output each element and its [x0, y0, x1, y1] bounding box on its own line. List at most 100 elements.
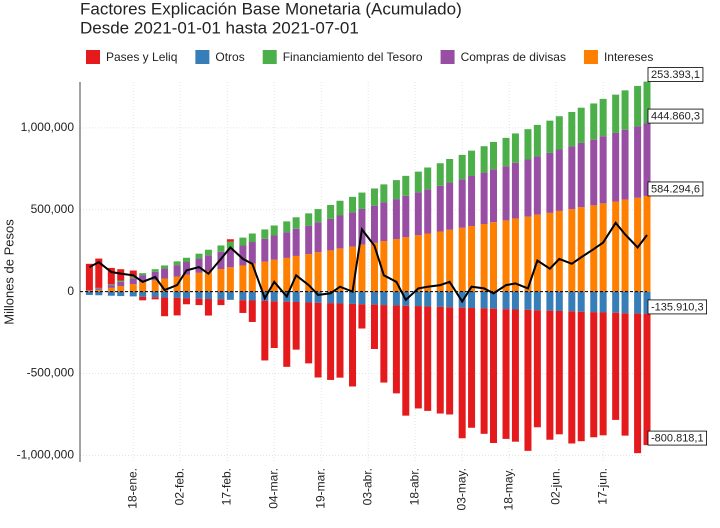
bar: [621, 199, 629, 292]
bar: [151, 297, 159, 300]
bar: [173, 261, 181, 266]
bar: [95, 291, 103, 296]
bar: [226, 267, 234, 292]
bar: [248, 242, 256, 264]
legend-label: Compras de divisas: [461, 50, 566, 64]
legend-swatch: [440, 50, 455, 64]
bar: [446, 158, 454, 183]
bar: [380, 305, 388, 383]
bar: [204, 249, 212, 256]
bar: [380, 202, 388, 242]
bar: [217, 269, 225, 292]
bar: [436, 291, 444, 307]
bar: [612, 94, 620, 133]
bar: [314, 252, 322, 292]
bar: [568, 111, 576, 147]
bar: [248, 291, 256, 301]
bar: [621, 291, 629, 314]
bar: [305, 254, 313, 292]
bar: [392, 239, 400, 292]
end-label-text: 584.294,6: [651, 183, 700, 195]
bar: [392, 291, 400, 306]
bar: [568, 311, 576, 444]
bar: [468, 291, 476, 309]
bar: [270, 291, 278, 302]
bar: [204, 255, 212, 272]
bar: [195, 272, 203, 292]
bar: [358, 192, 366, 209]
y-tick-label: -1,000,000: [17, 448, 75, 462]
bar: [173, 297, 181, 316]
bar: [370, 205, 378, 243]
bar: [533, 310, 541, 428]
x-tick-label: 02-feb.: [172, 468, 186, 505]
bar: [85, 263, 93, 291]
bar: [217, 251, 225, 270]
bar: [612, 291, 620, 313]
bar: [139, 275, 147, 283]
bar: [270, 225, 278, 236]
y-tick-label: -500,000: [27, 366, 75, 380]
bar: [85, 291, 93, 295]
bar: [270, 235, 278, 260]
bar: [292, 291, 300, 302]
bar: [568, 291, 576, 312]
legend-swatch: [195, 50, 210, 64]
bar: [502, 309, 510, 439]
bar: [414, 291, 422, 307]
bar: [349, 303, 357, 387]
bar: [117, 269, 125, 281]
bar: [436, 185, 444, 232]
bar: [349, 212, 357, 247]
y-tick-label: 500,000: [31, 202, 75, 216]
end-label-text: 444.860,3: [651, 110, 700, 122]
x-tick-label: 02-jun.: [548, 468, 562, 505]
bar: [336, 248, 344, 292]
bar: [336, 215, 344, 249]
bar: [314, 209, 322, 223]
bar: [139, 282, 147, 292]
bar: [195, 258, 203, 273]
bar: [336, 200, 344, 216]
x-tick-label: 03-may.: [454, 468, 468, 510]
bar: [643, 313, 651, 446]
bar: [248, 300, 256, 322]
bar: [161, 291, 169, 298]
bar: [95, 289, 103, 292]
bar: [117, 286, 125, 292]
bar: [161, 278, 169, 292]
bar: [305, 225, 313, 255]
bar: [577, 311, 585, 442]
bar: [358, 291, 366, 305]
bar: [327, 291, 335, 304]
end-label-box: [647, 181, 704, 197]
end-label-text: -135.910,3: [651, 301, 704, 313]
bar: [577, 291, 585, 312]
bar: [370, 242, 378, 292]
bar: [183, 298, 191, 305]
bar: [634, 291, 642, 314]
bar: [511, 291, 519, 310]
bar: [239, 300, 247, 313]
end-label-text: -800.818,1: [651, 432, 704, 444]
bar: [590, 139, 598, 206]
bar: [239, 245, 247, 266]
y-tick-label: 1,000,000: [21, 120, 75, 134]
bar: [392, 199, 400, 240]
bar: [161, 268, 169, 279]
bar: [502, 220, 510, 292]
bar: [117, 281, 125, 287]
bar: [480, 146, 488, 173]
bar: [643, 291, 651, 314]
legend-label: Otros: [215, 50, 244, 64]
bar: [643, 81, 651, 124]
bar: [590, 291, 598, 313]
bar: [480, 172, 488, 225]
bar: [261, 229, 269, 239]
bar: [424, 233, 432, 292]
bar: [161, 265, 169, 269]
bar: [139, 296, 147, 301]
bar: [139, 273, 147, 276]
bar: [446, 307, 454, 415]
bar: [634, 126, 642, 198]
